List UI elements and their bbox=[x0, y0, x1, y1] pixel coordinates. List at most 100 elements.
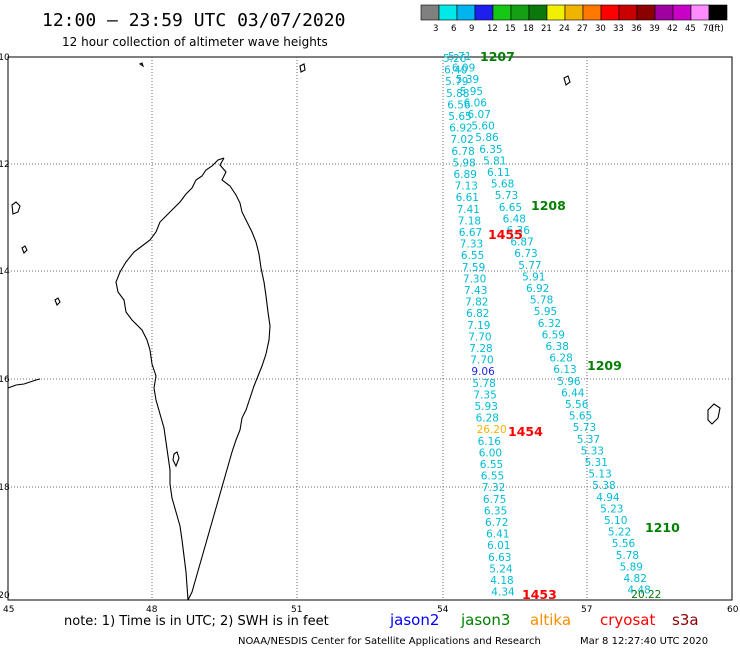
swh-value: 6.59 bbox=[542, 329, 565, 341]
swh-value: 5.68 bbox=[491, 179, 514, 191]
swh-value: 5.26 bbox=[443, 53, 467, 65]
legend-swatch bbox=[474, 4, 494, 21]
swh-value: 7.32 bbox=[482, 482, 505, 494]
swh-value: 5.96 bbox=[557, 376, 581, 388]
swh-value: 5.73 bbox=[495, 190, 518, 202]
swh-value: 7.70 bbox=[468, 331, 491, 343]
island bbox=[11, 201, 21, 215]
island bbox=[54, 297, 61, 306]
pass-time-labels: 1207 1208 1455 1209 1454 1210 1453 bbox=[480, 49, 680, 602]
swh-value: 5.78 bbox=[616, 550, 639, 562]
swh-value: 6.11 bbox=[487, 167, 510, 179]
swh-value: 6.28 bbox=[549, 353, 572, 365]
legend-swatch bbox=[636, 4, 656, 21]
lat-label: -20 bbox=[0, 591, 10, 601]
legend-label: 36 bbox=[631, 24, 642, 34]
swh-value: 7.82 bbox=[465, 297, 488, 309]
legend-swatch bbox=[510, 4, 530, 21]
swh-value: 5.78 bbox=[472, 378, 495, 390]
swh-value: 5.95 bbox=[534, 306, 557, 318]
swh-value: 5.98 bbox=[452, 157, 475, 169]
swh-value: 6.55 bbox=[461, 250, 484, 262]
madagascar-coastline bbox=[115, 157, 271, 601]
swh-value: 5.37 bbox=[577, 434, 600, 446]
swh-value: 6.56 bbox=[447, 99, 471, 111]
swh-value: 9.06 bbox=[471, 366, 495, 378]
swh-value: 6.61 bbox=[456, 192, 479, 204]
swh-value: 5.65 bbox=[448, 111, 471, 123]
swh-track-a: 5.715.266.096.405.395.795.955.886.066.56… bbox=[443, 51, 661, 601]
swh-value: 6.78 bbox=[451, 146, 474, 158]
swh-value: 6.92 bbox=[449, 123, 472, 135]
time-label-cryosat: 1453 bbox=[522, 587, 557, 602]
swh-value: 7.18 bbox=[458, 215, 481, 227]
swh-value: 4.94 bbox=[596, 492, 620, 504]
swh-value: 26.20 bbox=[477, 424, 507, 436]
swh-value: 5.89 bbox=[620, 561, 643, 573]
swh-value: 6.89 bbox=[454, 169, 477, 181]
swh-value: 5.73 bbox=[573, 422, 596, 434]
legend-label: 45 bbox=[685, 24, 696, 34]
legend-label: 3 bbox=[433, 24, 438, 34]
swh-value: 6.00 bbox=[479, 447, 502, 459]
legend-label: 42 bbox=[667, 24, 678, 34]
lon-label: 54 bbox=[437, 605, 449, 615]
lon-label: 45 bbox=[3, 605, 14, 615]
swh-value: 6.07 bbox=[468, 109, 491, 121]
swh-value: 7.59 bbox=[462, 262, 485, 274]
swh-value: 4.18 bbox=[490, 575, 513, 587]
time-label-jason3: 1209 bbox=[587, 358, 622, 373]
swh-value: 7.41 bbox=[457, 204, 480, 216]
island bbox=[563, 75, 571, 86]
mozambique-coastline bbox=[7, 378, 41, 389]
swh-value: 5.56 bbox=[612, 538, 636, 550]
swh-value: 4.82 bbox=[624, 573, 647, 585]
swh-value: 6.65 bbox=[499, 202, 522, 214]
swh-value: 5.93 bbox=[475, 401, 498, 413]
legend-label: 33 bbox=[613, 24, 624, 34]
swh-value: 6.92 bbox=[526, 283, 549, 295]
legend-swatch bbox=[654, 4, 674, 21]
swh-value: 5.60 bbox=[471, 121, 494, 133]
island bbox=[299, 63, 306, 73]
footer-note: note: 1) Time is in UTC; 2) SWH is in fe… bbox=[64, 614, 329, 629]
island bbox=[21, 245, 28, 254]
wave-height-legend: 3 6 9 12 15 18 21 24 27 30 33 36 39 42 45 70(ft) bbox=[420, 4, 728, 34]
legend-label: 18 bbox=[523, 24, 534, 34]
timestamp-text: Mar 8 12:27:40 UTC 2020 bbox=[580, 636, 708, 647]
lon-label: 51 bbox=[291, 605, 302, 615]
legend-swatch bbox=[600, 4, 620, 21]
swh-value: 6.13 bbox=[553, 364, 576, 376]
swh-value: 5.91 bbox=[522, 271, 545, 283]
lat-label: -10 bbox=[0, 53, 10, 63]
swh-value: 5.23 bbox=[600, 503, 623, 515]
time-label-jason3: 1208 bbox=[531, 198, 566, 213]
legend-label: 39 bbox=[649, 24, 660, 34]
time-label-cryosat: 1454 bbox=[508, 424, 543, 439]
coastline bbox=[7, 62, 721, 601]
legend-swatch bbox=[456, 4, 476, 21]
legend-label: (ft) bbox=[711, 24, 724, 34]
island bbox=[172, 451, 180, 468]
swh-value: 7.19 bbox=[467, 320, 490, 332]
swh-value: 5.78 bbox=[530, 295, 553, 307]
swh-value: 5.24 bbox=[489, 563, 513, 575]
lon-label: 48 bbox=[146, 605, 158, 615]
swh-value: 7.35 bbox=[473, 389, 496, 401]
legend-label: 30 bbox=[595, 24, 606, 34]
legend-swatch bbox=[708, 4, 728, 21]
swh-value: 6.38 bbox=[546, 341, 569, 353]
legend-label: 6 bbox=[451, 24, 456, 34]
swh-value: 5.77 bbox=[518, 260, 541, 272]
legend-label: 12 bbox=[487, 24, 498, 34]
swh-value: 5.38 bbox=[592, 480, 615, 492]
swh-value: 4.48 bbox=[627, 585, 650, 597]
swh-value: 6.32 bbox=[538, 318, 561, 330]
legend-swatch bbox=[528, 4, 548, 21]
swh-value: 5.39 bbox=[456, 74, 479, 86]
legend-swatch bbox=[672, 4, 692, 21]
swh-value: 5.65 bbox=[569, 411, 592, 423]
legend-swatch bbox=[618, 4, 638, 21]
lat-label: -16 bbox=[0, 375, 10, 385]
